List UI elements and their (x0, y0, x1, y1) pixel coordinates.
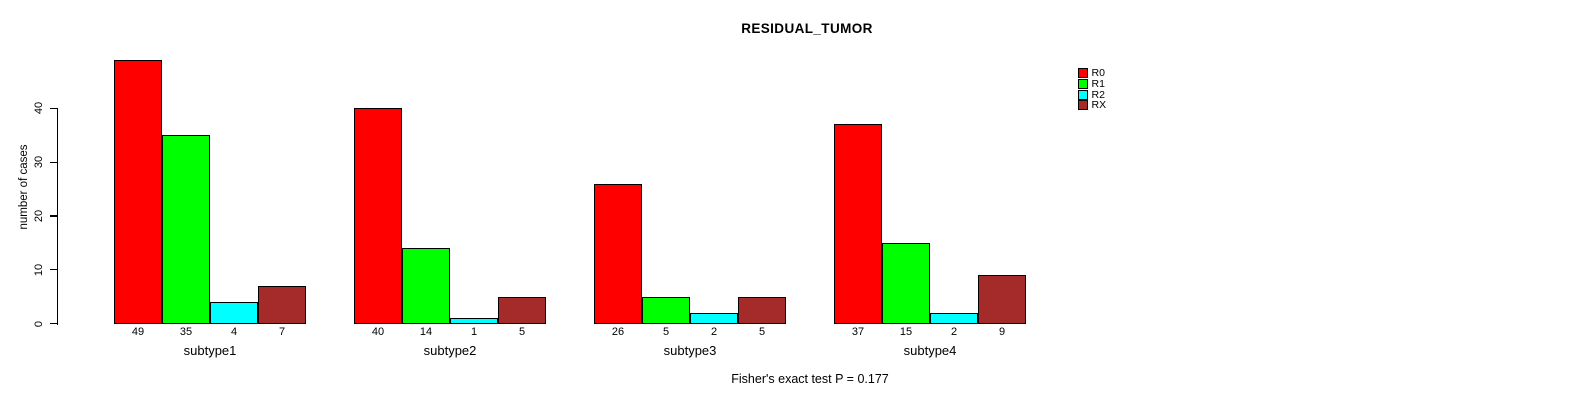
bar-value-label: 9 (998, 326, 1006, 338)
bar-r1-subtype1 (162, 135, 210, 324)
legend-color-swatch-r1 (1077, 79, 1088, 89)
y-tick (49, 269, 57, 271)
bar-value-label: 4 (230, 326, 238, 338)
bar-value-label: 1 (470, 326, 478, 338)
category-label-subtype2: subtype2 (423, 342, 477, 358)
legend-color-swatch-rx (1077, 100, 1088, 111)
y-tick (49, 107, 57, 109)
legend-label: R0 (1091, 67, 1105, 80)
bar-r2-subtype4 (930, 313, 978, 324)
chart-title: RESIDUAL_TUMOR (741, 21, 873, 36)
bar-value-label: 2 (710, 326, 718, 338)
bar-rx-subtype2 (498, 296, 546, 324)
category-label-subtype1: subtype1 (183, 342, 237, 358)
y-tick (49, 215, 57, 217)
fisher-test-annotation: Fisher's exact test P = 0.177 (731, 372, 889, 386)
category-label-subtype4: subtype4 (903, 342, 957, 358)
bar-value-label: 5 (662, 326, 670, 338)
y-tick-label: 30 (33, 155, 45, 169)
bar-value-label: 26 (611, 326, 625, 338)
legend-label: R2 (1091, 88, 1105, 101)
bar-r1-subtype3 (642, 296, 690, 324)
bar-rx-subtype1 (258, 286, 306, 324)
bar-r2-subtype1 (210, 302, 258, 324)
y-tick-label: 0 (33, 320, 45, 327)
category-label-subtype3: subtype3 (663, 342, 717, 358)
y-tick (49, 323, 57, 325)
bar-r0-subtype4 (834, 124, 882, 324)
bar-value-label: 15 (899, 326, 913, 338)
bar-value-label: 14 (419, 326, 433, 338)
legend-item-r2: R2 (1077, 88, 1105, 101)
y-tick (49, 161, 57, 163)
bar-r1-subtype4 (882, 242, 930, 324)
bar-value-label: 40 (371, 326, 385, 338)
y-tick-label: 40 (33, 102, 45, 115)
bar-value-label: 37 (851, 326, 865, 338)
y-tick-label: 10 (33, 263, 45, 277)
bar-value-label: 5 (758, 326, 766, 338)
bar-rx-subtype3 (738, 296, 786, 324)
bar-r0-subtype3 (594, 183, 642, 324)
bar-rx-subtype4 (978, 275, 1026, 324)
bar-value-label: 2 (950, 326, 958, 338)
bar-value-label: 49 (131, 326, 145, 338)
bar-r1-subtype2 (402, 248, 450, 324)
bar-value-label: 7 (278, 326, 286, 338)
legend-item-rx: RX (1077, 99, 1107, 112)
legend-label: RX (1091, 99, 1107, 112)
y-tick-label: 20 (33, 209, 45, 223)
legend-label: R1 (1091, 78, 1105, 90)
bar-value-label: 35 (179, 326, 193, 338)
bar-value-label: 5 (518, 326, 526, 338)
legend-color-swatch-r2 (1077, 89, 1088, 100)
bar-r0-subtype2 (354, 108, 402, 324)
bar-r2-subtype3 (690, 313, 738, 324)
legend-item-r1: R1 (1077, 78, 1105, 90)
bar-r2-subtype2 (450, 318, 498, 324)
y-axis-line (56, 108, 58, 325)
bar-r0-subtype1 (114, 59, 162, 324)
legend-color-swatch-r0 (1077, 68, 1088, 79)
legend-item-r0: R0 (1077, 67, 1105, 80)
y-axis-label: number of cases (18, 144, 30, 230)
